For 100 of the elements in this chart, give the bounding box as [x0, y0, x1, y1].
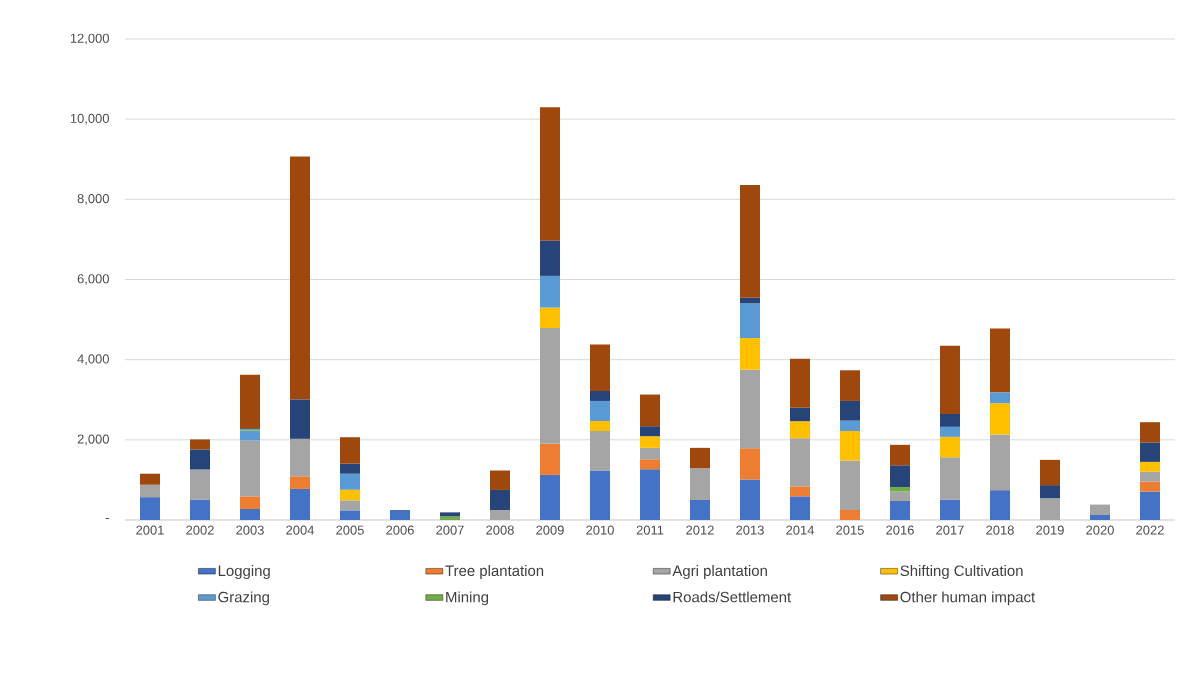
legend-label: Shifting Cultivation [900, 565, 1023, 579]
bar [639, 394, 660, 427]
bar [540, 107, 560, 241]
bar [340, 473, 360, 490]
bar [290, 476, 310, 489]
bar [639, 447, 660, 460]
bar [490, 470, 510, 490]
bar [589, 431, 610, 471]
bar [639, 459, 660, 470]
bar [290, 399, 310, 439]
bar [190, 469, 210, 500]
x-tick-label: 2010 [586, 525, 614, 535]
x-tick-label: 2011 [636, 525, 664, 535]
bar [989, 434, 1010, 491]
x-tick-label: 2003 [236, 525, 264, 535]
bar [340, 489, 360, 501]
bar [589, 470, 610, 520]
legend-label: Roads/Settlement [673, 591, 792, 603]
bar [190, 499, 210, 520]
bar [589, 400, 610, 421]
x-tick-label: 2009 [536, 525, 564, 535]
bar [589, 420, 610, 432]
bar [240, 496, 260, 509]
bar [540, 275, 560, 308]
x-tick-label: 2019 [1036, 525, 1064, 535]
bar [989, 490, 1010, 520]
bar [889, 487, 910, 492]
x-tick-label: 2013 [736, 525, 764, 535]
bar [1139, 461, 1160, 472]
bar [240, 374, 260, 429]
bar [739, 448, 760, 480]
bar [939, 413, 960, 427]
y-tick-label: 2,000 [77, 434, 109, 446]
bar [340, 500, 360, 511]
bar [490, 509, 510, 520]
x-tick-label: 2012 [686, 525, 714, 535]
bar [190, 449, 210, 470]
bar [290, 156, 310, 400]
bar [939, 345, 960, 414]
bar [240, 440, 260, 497]
y-tick-label: 8,000 [77, 193, 109, 205]
bar [390, 509, 410, 520]
bar [939, 436, 960, 458]
x-tick-label: 2016 [886, 525, 914, 535]
bar [290, 488, 310, 520]
legend-label: Tree plantation [445, 565, 544, 579]
x-tick-label: 2020 [1086, 525, 1114, 535]
bar [340, 463, 360, 474]
bar [989, 392, 1010, 404]
bar [689, 499, 710, 520]
y-tick-label: - [105, 518, 109, 520]
x-tick-label: 2022 [1136, 525, 1164, 535]
bar [839, 509, 860, 520]
bar [839, 460, 860, 510]
bar [839, 370, 860, 401]
bar [789, 358, 810, 408]
legend-label: Other human impact [900, 591, 1036, 606]
bar [540, 307, 560, 328]
bar [739, 185, 760, 298]
x-tick-label: 2004 [286, 525, 315, 535]
bar [789, 486, 810, 497]
bar [1139, 491, 1160, 520]
bar [440, 516, 460, 520]
bar [490, 489, 510, 510]
legend-label: Logging [218, 565, 270, 579]
x-tick-label: 2018 [986, 525, 1014, 535]
x-tick-label: 2008 [486, 525, 514, 535]
bar [739, 369, 760, 449]
bar [839, 431, 860, 461]
y-tick-label: 4,000 [77, 354, 109, 366]
bar [639, 436, 660, 448]
bar [540, 328, 560, 444]
bar [340, 510, 360, 520]
bar [739, 303, 760, 339]
bar [1139, 471, 1160, 482]
bar [939, 499, 960, 520]
legend-label: Mining [446, 591, 489, 606]
y-tick-label: 12,000 [70, 33, 109, 45]
x-tick-label: 2005 [336, 525, 364, 535]
bar [839, 420, 860, 432]
bar [739, 338, 760, 370]
bar [889, 444, 910, 466]
bar [589, 344, 610, 391]
bar [789, 496, 810, 520]
bar [140, 497, 160, 520]
bar [639, 469, 660, 520]
bar [939, 457, 960, 500]
x-tick-label: 2007 [436, 525, 464, 535]
bar [440, 512, 460, 517]
bar [989, 328, 1010, 393]
bar [1039, 459, 1060, 486]
bar [739, 479, 760, 520]
bar [1089, 504, 1110, 515]
bar [1089, 514, 1110, 520]
bar [889, 465, 910, 488]
bar [140, 484, 160, 498]
bar [190, 439, 210, 450]
x-tick-label: 2014 [786, 525, 815, 535]
legend-label: Grazing [218, 591, 269, 606]
bar [1139, 442, 1160, 462]
